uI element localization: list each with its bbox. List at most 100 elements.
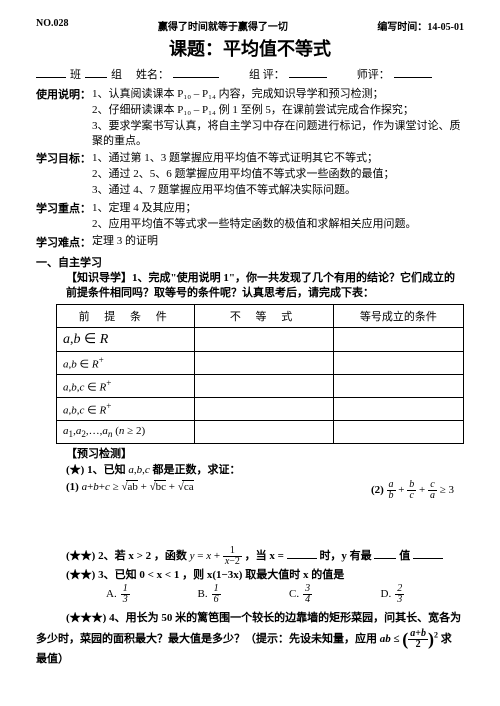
opt-b[interactable]: B.16 [198, 584, 282, 605]
zhishi: 【知识导学】1、完成"使用说明 1"，你一共发现了几个有用的结论？它们成立的 [36, 271, 464, 286]
cell[interactable] [195, 375, 333, 398]
th-3: 等号成立的条件 [333, 305, 463, 328]
cell[interactable] [333, 421, 463, 444]
conditions-table: 前 提 条 件 不 等 式 等号成立的条件 a,b ∈ R a,b ∈ R+ a… [56, 304, 464, 444]
blank-q2val[interactable] [413, 546, 443, 559]
use-label: 使用说明： [36, 86, 92, 149]
hard-label: 学习难点： [36, 234, 92, 250]
blank-q2x[interactable] [287, 546, 317, 559]
goal-row: 学习目标： 1、通过第 1、3 题掌握应用平均值不等式证明其它不等式； 2、通过… [36, 150, 464, 199]
top-center: 赢得了时间就等于赢得了一切 [158, 18, 288, 33]
use-3: 3、要求学案书写认真，将自主学习中存在问题进行标记，作为课堂讨论、质聚的重点。 [92, 119, 464, 149]
goal-content: 1、通过第 1、3 题掌握应用平均值不等式证明其它不等式； 2、通过 2、5、6… [92, 150, 464, 199]
q2-mid2: 时，y 有最 [319, 550, 371, 562]
q4b: 多少时，菜园的面积最大？最大值是多少？（提示：先设未知量，应用 [36, 633, 380, 645]
blank-ban[interactable] [36, 65, 66, 78]
q4c: 求 [441, 633, 452, 645]
focus-content: 1、定理 4 及其应用； 2、应用平均值不等式求一些特定函数的极值和求解相关应用… [92, 200, 464, 233]
page-title: 课题：平均值不等式 [36, 35, 464, 61]
yuxi-label: 【预习检测】 [36, 447, 464, 462]
goal-1: 1、通过第 1、3 题掌握应用平均值不等式证明其它不等式； [92, 151, 464, 166]
blank-zupi[interactable] [289, 65, 327, 78]
opt-b-label: B. [198, 588, 208, 600]
blank-zu[interactable] [85, 65, 107, 78]
top-right: 编写时间：14-05-01 [377, 18, 464, 33]
cell[interactable] [333, 398, 463, 421]
page: NO.028 赢得了时间就等于赢得了一切 编写时间：14-05-01 课题：平均… [0, 0, 500, 688]
table-row: a,b,c ∈ R+ [57, 375, 464, 398]
label-zu: 组 [111, 66, 122, 82]
cell-r1: a,b ∈ R [57, 328, 195, 352]
goal-label: 学习目标： [36, 150, 92, 199]
focus-2: 2、应用平均值不等式求一些特定函数的极值和求解相关应用问题。 [92, 217, 464, 232]
blank-name[interactable] [173, 65, 219, 78]
q2-mid3: 值 [399, 550, 410, 562]
zhishi-2: 前提条件相同吗？取等号的条件呢？认真思考后，请完成下表： [36, 286, 464, 301]
cell[interactable] [195, 398, 333, 421]
q4-expr: ab ≤ (a+b2)2 [380, 633, 438, 645]
cell-r5: a1,a2,…,an (n ≥ 2) [57, 421, 195, 444]
q3: (★★) 3、已知 0 < x < 1 ，则 x(1−3x) 取最大值时 x 的… [36, 568, 464, 583]
opt-a-label: A. [106, 588, 117, 600]
q2-fn: y = x + 1x−2 [190, 550, 242, 562]
cell[interactable] [333, 328, 463, 352]
table-row: a1,a2,…,an (n ≥ 2) [57, 421, 464, 444]
label-name: 姓名： [136, 66, 169, 82]
use-content: 1、认真阅读课本 P₁₀ – P₁₄ 内容，完成知识导学和预习检测； 2、仔细研… [92, 86, 464, 149]
zhishi-text1: 1、完成"使用说明 1"，你一共发现了几个有用的结论？它们成立的 [132, 272, 455, 284]
q1-2-label: (2) [371, 484, 384, 496]
use-1: 1、认真阅读课本 P₁₀ – P₁₄ 内容，完成知识导学和预习检测； [92, 87, 464, 102]
cell[interactable] [195, 328, 333, 352]
cell[interactable] [195, 421, 333, 444]
q4-line1: (★★★) 4、用长为 50 米的篱笆围一个较长的边靠墙的矩形菜园，问其长、宽各… [36, 611, 464, 626]
table-header-row: 前 提 条 件 不 等 式 等号成立的条件 [57, 305, 464, 328]
q1-2: (2) ab + bc + ca ≥ 3 [260, 480, 464, 501]
q1-vars: a,b,c [126, 464, 153, 476]
q1-prefix: (★) 1、已知 [66, 464, 126, 476]
label-zupi: 组 评： [249, 66, 285, 82]
q1-sub: (1) a+b+c ≥ √ab + √bc + √ca (2) ab + bc … [36, 480, 464, 501]
cell-r3: a,b,c ∈ R+ [57, 375, 195, 398]
q4-line3: 最值） [36, 652, 464, 667]
workspace [36, 527, 464, 545]
q1-suffix: 都是正数，求证： [152, 464, 240, 476]
goal-2: 2、通过 2、5、6 题掌握应用平均值不等式求一些函数的最值； [92, 167, 464, 182]
cell[interactable] [333, 375, 463, 398]
opt-c[interactable]: C.34 [289, 584, 373, 605]
workspace [36, 501, 464, 527]
q2: (★★) 2、若 x > 2 ，函数 y = x + 1x−2 ，当 x = 时… [36, 546, 464, 567]
hard-row: 学习难点： 定理 3 的证明 [36, 234, 464, 250]
cell-r4: a,b,c ∈ R+ [57, 398, 195, 421]
q1-2-expr: ab + bc + ca ≥ 3 [387, 484, 454, 496]
blank-q2type[interactable] [374, 546, 396, 559]
goal-3: 3、通过 4、7 题掌握应用平均值不等式解决实际问题。 [92, 183, 464, 198]
table-row: a,b ∈ R [57, 328, 464, 352]
opt-c-label: C. [289, 588, 299, 600]
th-2: 不 等 式 [195, 305, 333, 328]
th-1: 前 提 条 件 [57, 305, 195, 328]
top-right-value: 14-05-01 [427, 22, 464, 33]
q1-1: (1) a+b+c ≥ √ab + √bc + √ca [66, 480, 260, 501]
q4-line2: 多少时，菜园的面积最大？最大值是多少？（提示：先设未知量，应用 ab ≤ (a+… [36, 627, 464, 651]
cell[interactable] [195, 352, 333, 375]
opt-d[interactable]: D.23 [381, 584, 465, 605]
blank-shipi[interactable] [394, 65, 432, 78]
top-bar: NO.028 赢得了时间就等于赢得了一切 编写时间：14-05-01 [36, 18, 464, 33]
class-line: 班 组 姓名： 组 评： 师评： [36, 65, 464, 82]
table-row: a,b,c ∈ R+ [57, 398, 464, 421]
opt-a[interactable]: A.13 [106, 584, 190, 605]
q3-options: A.13 B.16 C.34 D.23 [36, 584, 464, 605]
q1-1-label: (1) [66, 481, 79, 493]
label-ban: 班 [70, 66, 81, 82]
cell-r2: a,b ∈ R+ [57, 352, 195, 375]
cell[interactable] [333, 352, 463, 375]
section-1: 一、自主学习 [36, 254, 464, 270]
focus-row: 学习重点： 1、定理 4 及其应用； 2、应用平均值不等式求一些特定函数的极值和… [36, 200, 464, 233]
hard-content: 定理 3 的证明 [92, 234, 464, 250]
use-2: 2、仔细研读课本 P₁₀ – P₁₄ 例 1 至例 5，在课前尝试完成合作探究； [92, 103, 464, 118]
top-right-label: 编写时间： [377, 22, 427, 33]
doc-number: NO.028 [36, 18, 69, 33]
q1-1-expr: a+b+c ≥ √ab + √bc + √ca [82, 481, 194, 493]
label-shipi: 师评： [357, 66, 390, 82]
focus-label: 学习重点： [36, 200, 92, 233]
